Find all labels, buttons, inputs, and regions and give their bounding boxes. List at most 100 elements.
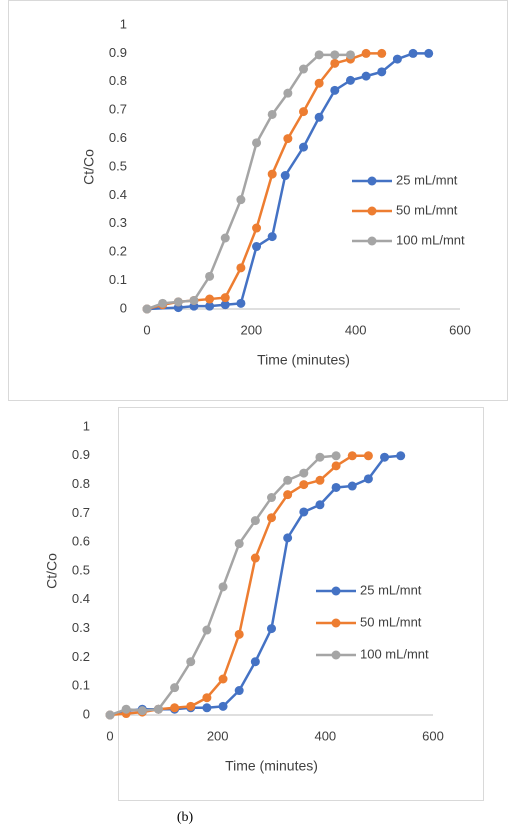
y-tick-label: 1 (120, 16, 127, 31)
data-point (380, 452, 390, 462)
data-point (283, 475, 293, 485)
y-tick-label: 0.8 (109, 73, 127, 88)
y-tick-label: 0.2 (72, 649, 90, 664)
data-point (377, 67, 387, 77)
chart-frame (8, 0, 508, 401)
data-point (299, 507, 309, 517)
data-point (315, 475, 325, 485)
data-point (267, 624, 276, 634)
data-point (345, 75, 355, 85)
data-point (137, 706, 147, 716)
data-point (202, 703, 212, 713)
y-tick-label: 0 (83, 706, 90, 721)
data-point (121, 704, 131, 714)
y-axis-title: Ct/Co (44, 553, 60, 589)
data-point (330, 50, 340, 60)
data-point (267, 513, 276, 523)
data-point (299, 107, 308, 117)
x-tick-label: 0 (106, 728, 113, 743)
data-point (330, 85, 340, 95)
y-tick-label: 0.9 (109, 45, 127, 60)
data-point (315, 452, 325, 462)
legend-marker (331, 650, 341, 660)
data-point (299, 64, 308, 74)
data-point (220, 293, 230, 303)
data-point (299, 468, 309, 478)
y-tick-label: 0.6 (109, 130, 127, 145)
data-point (330, 58, 340, 68)
data-point (236, 298, 246, 308)
data-point (363, 451, 373, 461)
data-point (236, 263, 246, 273)
data-point (361, 48, 371, 58)
data-point (252, 138, 262, 148)
data-point (267, 493, 276, 503)
data-point (205, 271, 215, 281)
data-point (347, 481, 357, 491)
legend-marker (367, 176, 377, 186)
data-point (267, 232, 277, 242)
x-tick-label: 400 (314, 728, 336, 743)
data-point (170, 703, 180, 713)
data-point (220, 300, 230, 310)
data-point (396, 451, 406, 461)
data-point (283, 134, 293, 144)
data-point (315, 500, 325, 510)
data-point (392, 54, 402, 64)
data-point (153, 704, 163, 714)
data-point (234, 686, 244, 696)
data-point (267, 169, 277, 179)
y-tick-label: 0.9 (72, 447, 90, 462)
data-point (234, 539, 244, 549)
y-tick-label: 0.1 (72, 678, 90, 693)
data-point (331, 482, 341, 492)
data-point (280, 171, 290, 181)
data-point (105, 710, 115, 720)
y-tick-label: 0 (120, 300, 127, 315)
data-point (299, 142, 308, 152)
data-point (361, 71, 371, 81)
x-axis-title: Time (minutes) (225, 758, 318, 774)
data-point (252, 223, 262, 233)
x-tick-label: 0 (143, 322, 150, 337)
data-point (331, 461, 341, 471)
data-point (283, 88, 293, 98)
data-point (158, 298, 168, 308)
data-point (205, 301, 215, 311)
x-tick-label: 200 (240, 322, 262, 337)
data-point (331, 451, 341, 461)
data-point (186, 657, 196, 667)
data-point (314, 50, 324, 60)
data-point (220, 233, 230, 243)
data-point (250, 657, 260, 667)
data-point (142, 304, 152, 314)
data-point (218, 582, 228, 592)
data-point (283, 533, 293, 543)
data-point (173, 297, 183, 307)
x-tick-label: 600 (422, 728, 444, 743)
y-tick-label: 0.1 (109, 272, 127, 287)
data-point (347, 451, 357, 461)
legend-marker (367, 236, 377, 246)
data-point (267, 109, 277, 119)
data-point (424, 48, 434, 58)
legend-label: 50 mL/mnt (396, 202, 458, 217)
data-point (314, 78, 324, 88)
data-point (250, 553, 260, 563)
y-tick-label: 0.4 (109, 187, 127, 202)
y-tick-label: 0.5 (109, 158, 127, 173)
legend-label: 25 mL/mnt (360, 582, 422, 597)
legend-marker (367, 206, 377, 216)
y-tick-label: 0.7 (109, 102, 127, 117)
y-tick-label: 0.6 (72, 534, 90, 549)
legend-label: 100 mL/mnt (360, 646, 429, 661)
data-point (408, 48, 418, 58)
x-axis-title: Time (minutes) (257, 352, 350, 368)
x-tick-label: 200 (207, 728, 229, 743)
legend-marker (331, 586, 341, 596)
legend-label: 50 mL/mnt (360, 614, 422, 629)
data-point (202, 693, 212, 703)
data-point (314, 112, 324, 122)
